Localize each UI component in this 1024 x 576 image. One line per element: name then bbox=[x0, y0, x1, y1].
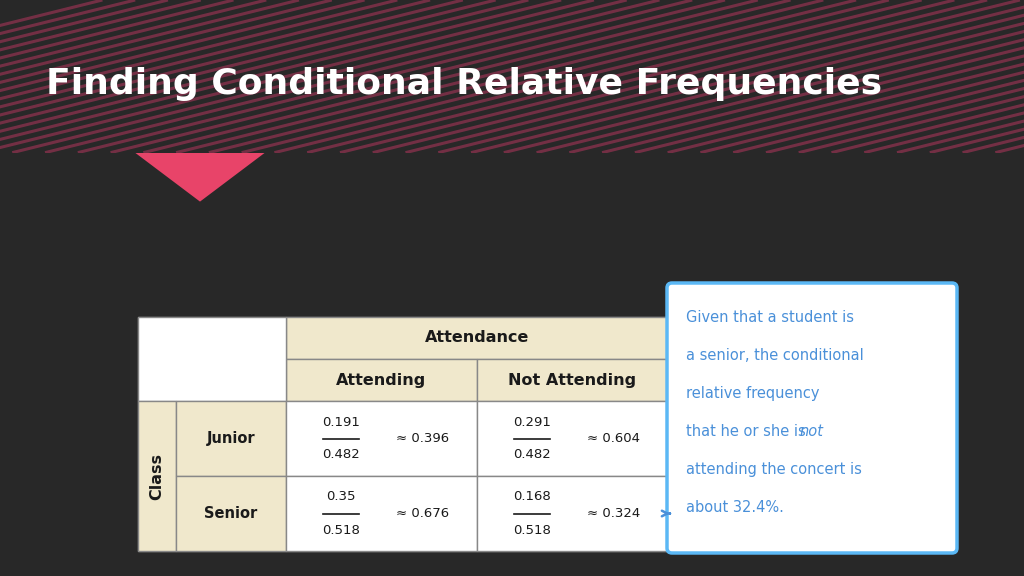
Text: about 32.4%.: about 32.4%. bbox=[686, 500, 784, 515]
Text: 0.191: 0.191 bbox=[323, 415, 360, 429]
Text: 0.482: 0.482 bbox=[323, 449, 359, 461]
Text: Attending: Attending bbox=[336, 373, 427, 388]
Text: ≈ 0.676: ≈ 0.676 bbox=[396, 507, 450, 520]
FancyBboxPatch shape bbox=[477, 401, 668, 476]
Polygon shape bbox=[135, 153, 265, 202]
FancyBboxPatch shape bbox=[477, 359, 668, 401]
Text: Class: Class bbox=[150, 453, 165, 499]
Text: ≈ 0.604: ≈ 0.604 bbox=[587, 432, 640, 445]
Text: Given that a student is: Given that a student is bbox=[686, 310, 854, 325]
FancyBboxPatch shape bbox=[176, 476, 286, 551]
Text: ≈ 0.324: ≈ 0.324 bbox=[587, 507, 640, 520]
Text: Junior: Junior bbox=[207, 431, 255, 446]
FancyBboxPatch shape bbox=[138, 401, 176, 551]
Text: 0.168: 0.168 bbox=[513, 491, 551, 503]
Text: ≈ 0.396: ≈ 0.396 bbox=[396, 432, 450, 445]
Text: a senior, the conditional: a senior, the conditional bbox=[686, 348, 864, 363]
FancyBboxPatch shape bbox=[286, 401, 477, 476]
FancyBboxPatch shape bbox=[138, 317, 668, 551]
FancyBboxPatch shape bbox=[477, 476, 668, 551]
Text: 0.518: 0.518 bbox=[513, 524, 551, 536]
FancyBboxPatch shape bbox=[667, 283, 957, 553]
Text: Not Attending: Not Attending bbox=[509, 373, 637, 388]
Text: 0.35: 0.35 bbox=[327, 491, 355, 503]
FancyBboxPatch shape bbox=[286, 476, 477, 551]
FancyBboxPatch shape bbox=[286, 359, 477, 401]
Text: not: not bbox=[800, 424, 823, 439]
Text: 0.291: 0.291 bbox=[513, 415, 551, 429]
Text: Attendance: Attendance bbox=[425, 331, 529, 346]
Text: 0.518: 0.518 bbox=[323, 524, 360, 536]
Text: relative frequency: relative frequency bbox=[686, 386, 819, 401]
Text: Senior: Senior bbox=[205, 506, 258, 521]
FancyBboxPatch shape bbox=[176, 401, 286, 476]
FancyBboxPatch shape bbox=[138, 317, 286, 401]
Text: that he or she is: that he or she is bbox=[686, 424, 810, 439]
FancyBboxPatch shape bbox=[286, 317, 668, 359]
Text: Finding Conditional Relative Frequencies: Finding Conditional Relative Frequencies bbox=[46, 67, 883, 101]
Text: 0.482: 0.482 bbox=[513, 449, 551, 461]
Text: attending the concert is: attending the concert is bbox=[686, 462, 862, 477]
